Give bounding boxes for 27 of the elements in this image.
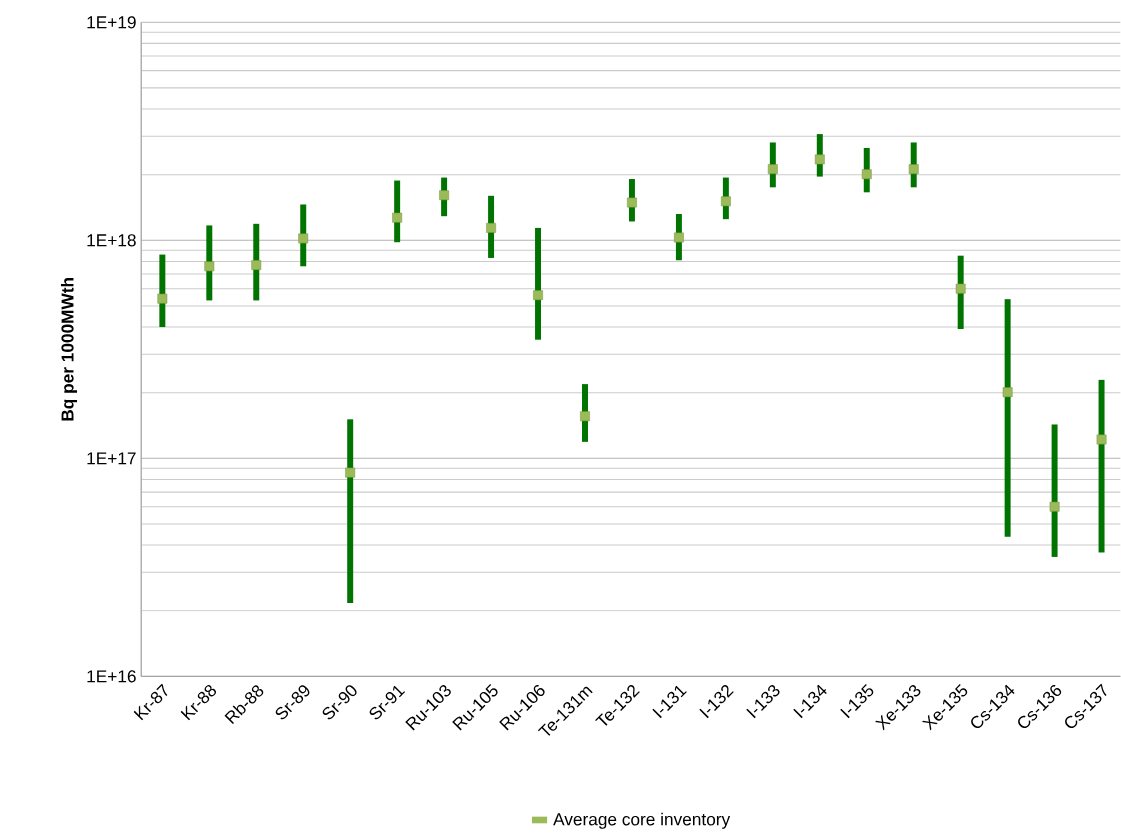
y-tick-label: 1E+17 xyxy=(87,452,136,465)
point xyxy=(908,164,919,175)
point xyxy=(298,233,309,244)
y-axis-title: Bq per 1000MWth xyxy=(60,278,78,421)
point xyxy=(204,261,215,272)
y-tick-label: 1E+18 xyxy=(87,234,136,247)
point xyxy=(1049,501,1060,512)
point xyxy=(1096,434,1107,445)
point xyxy=(1002,387,1013,398)
point xyxy=(533,290,543,301)
y-tick-label: 1E+19 xyxy=(87,16,136,29)
point xyxy=(955,283,966,294)
point xyxy=(814,154,825,165)
point xyxy=(861,169,872,180)
point xyxy=(767,164,778,175)
point xyxy=(251,260,262,271)
point xyxy=(580,411,590,422)
point xyxy=(392,212,403,223)
point xyxy=(486,223,496,234)
point xyxy=(345,467,356,478)
point xyxy=(674,232,684,243)
point xyxy=(627,197,637,208)
legend-label: Average core inventory xyxy=(553,812,731,830)
y-tick-label: 1E+16 xyxy=(87,670,136,683)
point xyxy=(439,190,450,201)
point xyxy=(157,293,168,304)
point xyxy=(720,196,731,207)
